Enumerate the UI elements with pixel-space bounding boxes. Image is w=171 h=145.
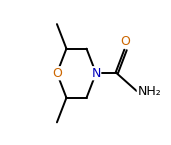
Text: NH₂: NH₂	[137, 85, 161, 98]
Text: N: N	[91, 67, 101, 80]
Text: O: O	[52, 67, 62, 80]
Text: O: O	[121, 35, 130, 48]
